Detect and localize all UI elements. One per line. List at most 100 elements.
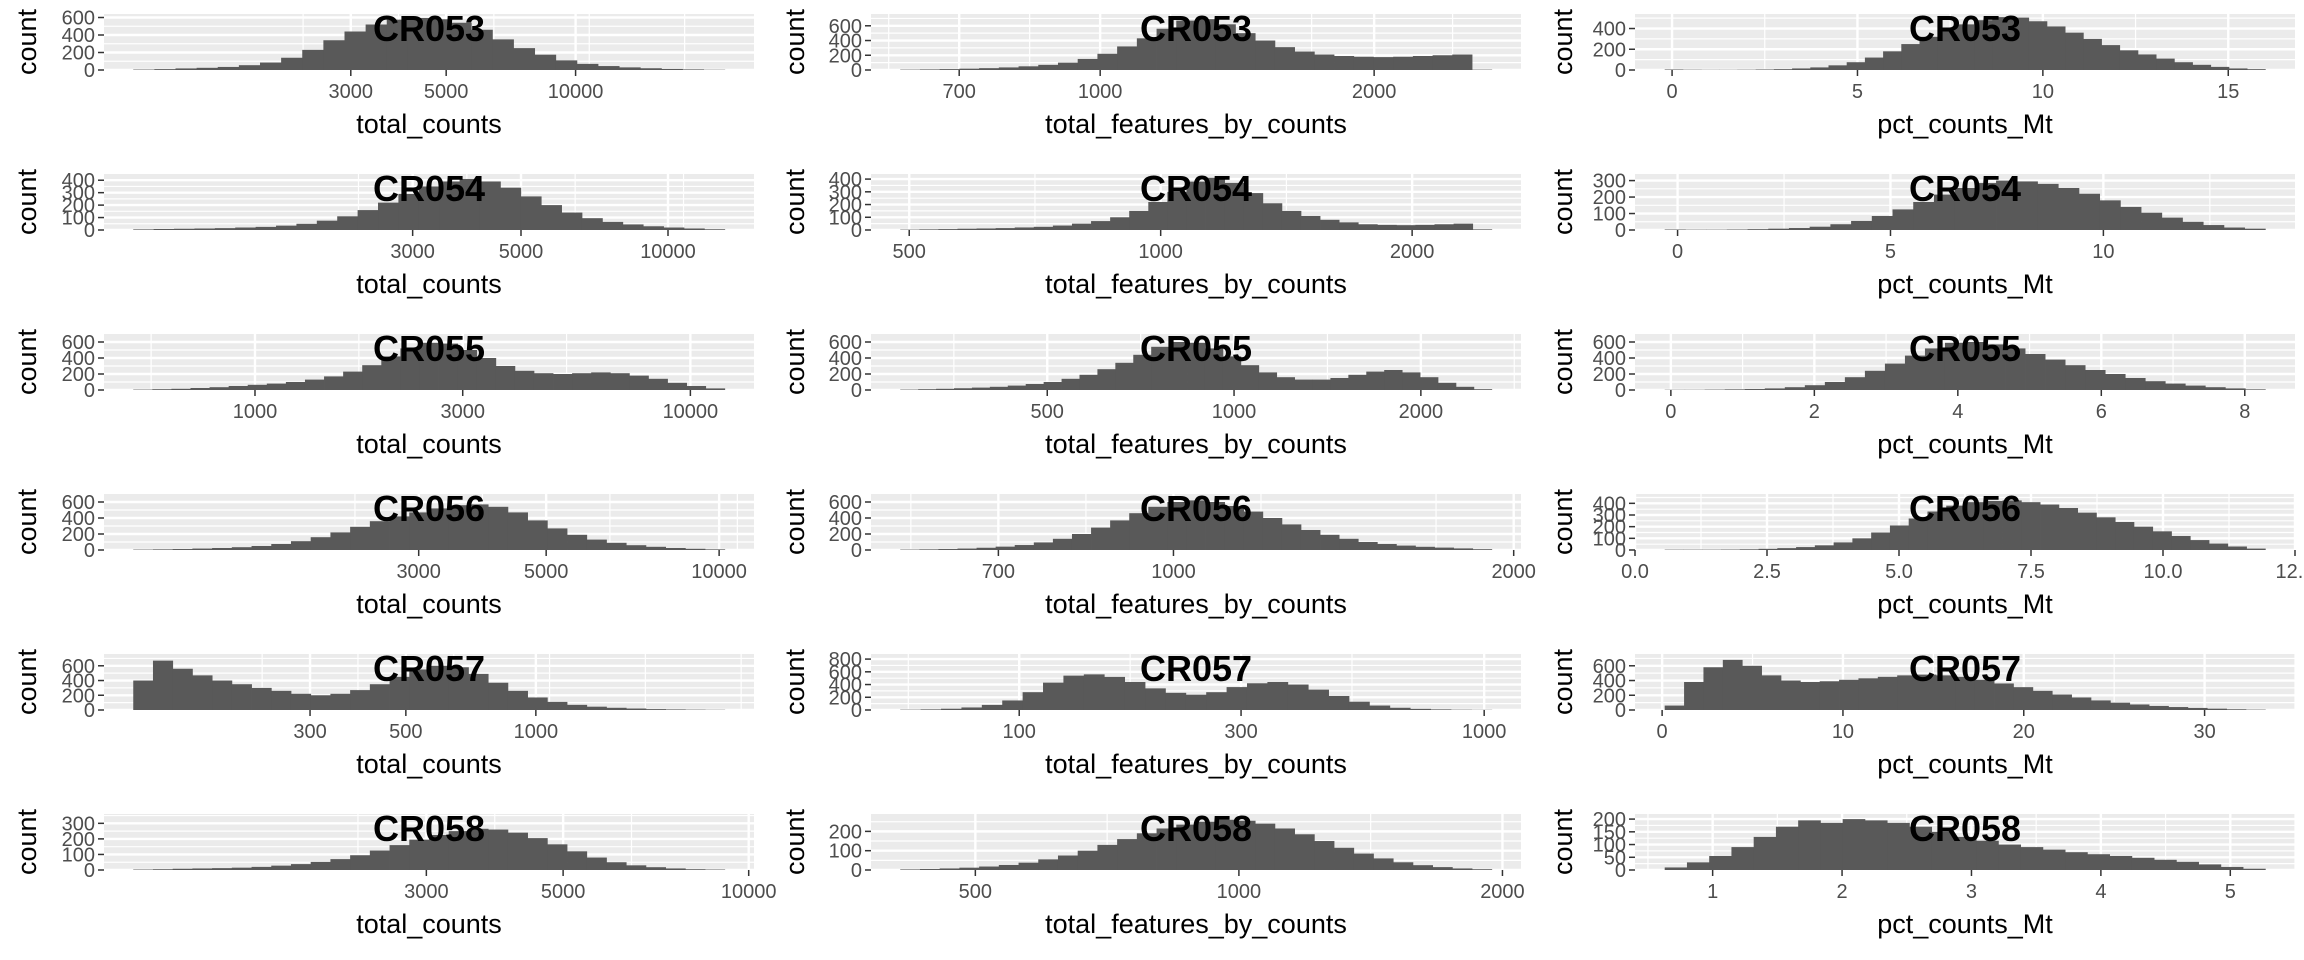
histogram-bar	[626, 865, 647, 870]
histogram-bar	[1965, 342, 1986, 390]
y-tick-label: 300	[62, 183, 95, 205]
y-tick-label: 300	[1593, 171, 1626, 193]
histogram-bar	[350, 690, 371, 710]
histogram-bar	[2149, 705, 2169, 710]
y-tick-label: 200	[62, 43, 95, 65]
x-tick-label: 300	[293, 721, 326, 743]
histogram-bar	[2045, 359, 2066, 390]
histogram-bar	[1156, 828, 1177, 870]
histogram-bar	[954, 388, 973, 390]
histogram-bar	[645, 867, 666, 870]
x-tick-label: 5000	[524, 561, 569, 583]
y-tick-label: 200	[829, 687, 862, 709]
histogram-bar	[665, 868, 686, 870]
histogram-bar	[961, 707, 983, 710]
histogram-bar	[1348, 374, 1367, 390]
histogram-bar	[1998, 844, 2022, 870]
histogram-bar	[1415, 224, 1435, 230]
histogram-bar	[2077, 512, 2097, 550]
histogram-bar	[2085, 370, 2106, 390]
histogram-bar	[330, 859, 351, 870]
histogram-bar	[231, 684, 252, 710]
histogram-bar	[1410, 708, 1431, 710]
sample-label: CR056	[1140, 488, 1252, 529]
histogram-bar	[1664, 867, 1688, 870]
histogram-bar	[1996, 180, 2018, 230]
histogram-bar	[488, 506, 509, 550]
histogram-bar	[1165, 692, 1187, 710]
histogram-bar	[290, 864, 312, 870]
histogram-bar	[1206, 692, 1227, 710]
histogram-bar	[389, 676, 410, 710]
histogram-bar	[1240, 365, 1260, 390]
histogram-bar	[495, 366, 516, 390]
x-tick-label: 1000	[514, 721, 559, 743]
histogram-bar	[133, 229, 155, 230]
histogram-bar	[1792, 68, 1811, 70]
histogram-bar	[133, 680, 154, 710]
y-tick-label: 100	[62, 208, 95, 230]
histogram-bar	[1901, 44, 1920, 70]
y-axis-title: count	[780, 488, 810, 555]
histogram-bar	[1129, 210, 1149, 230]
histogram-bar	[1091, 221, 1111, 230]
x-tick-label: 5000	[499, 241, 544, 263]
y-tick-label: 600	[62, 8, 95, 30]
x-tick-label: 1000	[1078, 81, 1123, 103]
histogram-bar	[1205, 177, 1226, 230]
histogram-bar	[2052, 694, 2072, 710]
histogram-bar	[567, 851, 588, 870]
x-tick-label: 3	[1966, 881, 1977, 903]
x-tick-label: 1000	[1212, 401, 1257, 423]
x-tick-label: 3000	[390, 241, 435, 263]
x-tick-label: 5000	[424, 81, 469, 103]
histogram-bar	[1434, 547, 1454, 550]
y-tick-label: 200	[1593, 364, 1626, 386]
y-tick-label: 400	[829, 31, 862, 53]
histogram-bar	[507, 690, 528, 710]
y-tick-label: 200	[1593, 809, 1626, 831]
x-tick-label: 500	[959, 881, 992, 903]
histogram-bar	[1814, 545, 1835, 550]
histogram-bar	[665, 548, 686, 550]
y-tick-label: 600	[1593, 332, 1626, 354]
histogram-bar	[172, 868, 193, 870]
histogram-bar	[2187, 707, 2208, 710]
histogram-bar	[567, 704, 588, 710]
histogram-bar	[1415, 546, 1435, 550]
x-tick-label: 3000	[440, 401, 485, 423]
x-tick-label: 3000	[396, 561, 441, 583]
histogram-bar	[971, 387, 991, 390]
x-axis-title: total_features_by_counts	[1045, 909, 1347, 939]
x-tick-label: 10	[1832, 721, 1854, 743]
histogram-bar	[2226, 709, 2247, 710]
histogram-bar	[683, 228, 705, 230]
histogram-bar	[704, 229, 726, 230]
y-tick-label: 200	[62, 524, 95, 546]
histogram-bar	[337, 216, 359, 230]
histogram-bar	[281, 57, 303, 70]
histogram-bar	[959, 867, 980, 870]
x-tick-label: 700	[982, 561, 1015, 583]
histogram-bar	[1919, 36, 1939, 70]
histogram-bar	[2185, 385, 2206, 390]
histogram-bar	[507, 832, 528, 870]
histogram-bar	[629, 375, 649, 390]
histogram-bar	[661, 68, 683, 70]
histogram-bar	[1744, 389, 1766, 390]
histogram-bar	[1473, 389, 1493, 390]
y-tick-label: 0	[84, 380, 95, 402]
histogram-bar	[1274, 47, 1295, 70]
histogram-bar	[1924, 348, 1946, 390]
x-tick-label: 1000	[233, 401, 278, 423]
histogram-bar	[1314, 54, 1335, 70]
histogram-bar	[2220, 866, 2244, 870]
histogram-bar	[1348, 701, 1370, 710]
histogram-bar	[152, 549, 174, 550]
histogram-bar	[1300, 530, 1321, 550]
histogram-bar	[171, 388, 191, 390]
histogram-bar	[1339, 538, 1359, 550]
histogram-bar	[429, 665, 450, 710]
histogram-bar	[1176, 824, 1197, 870]
